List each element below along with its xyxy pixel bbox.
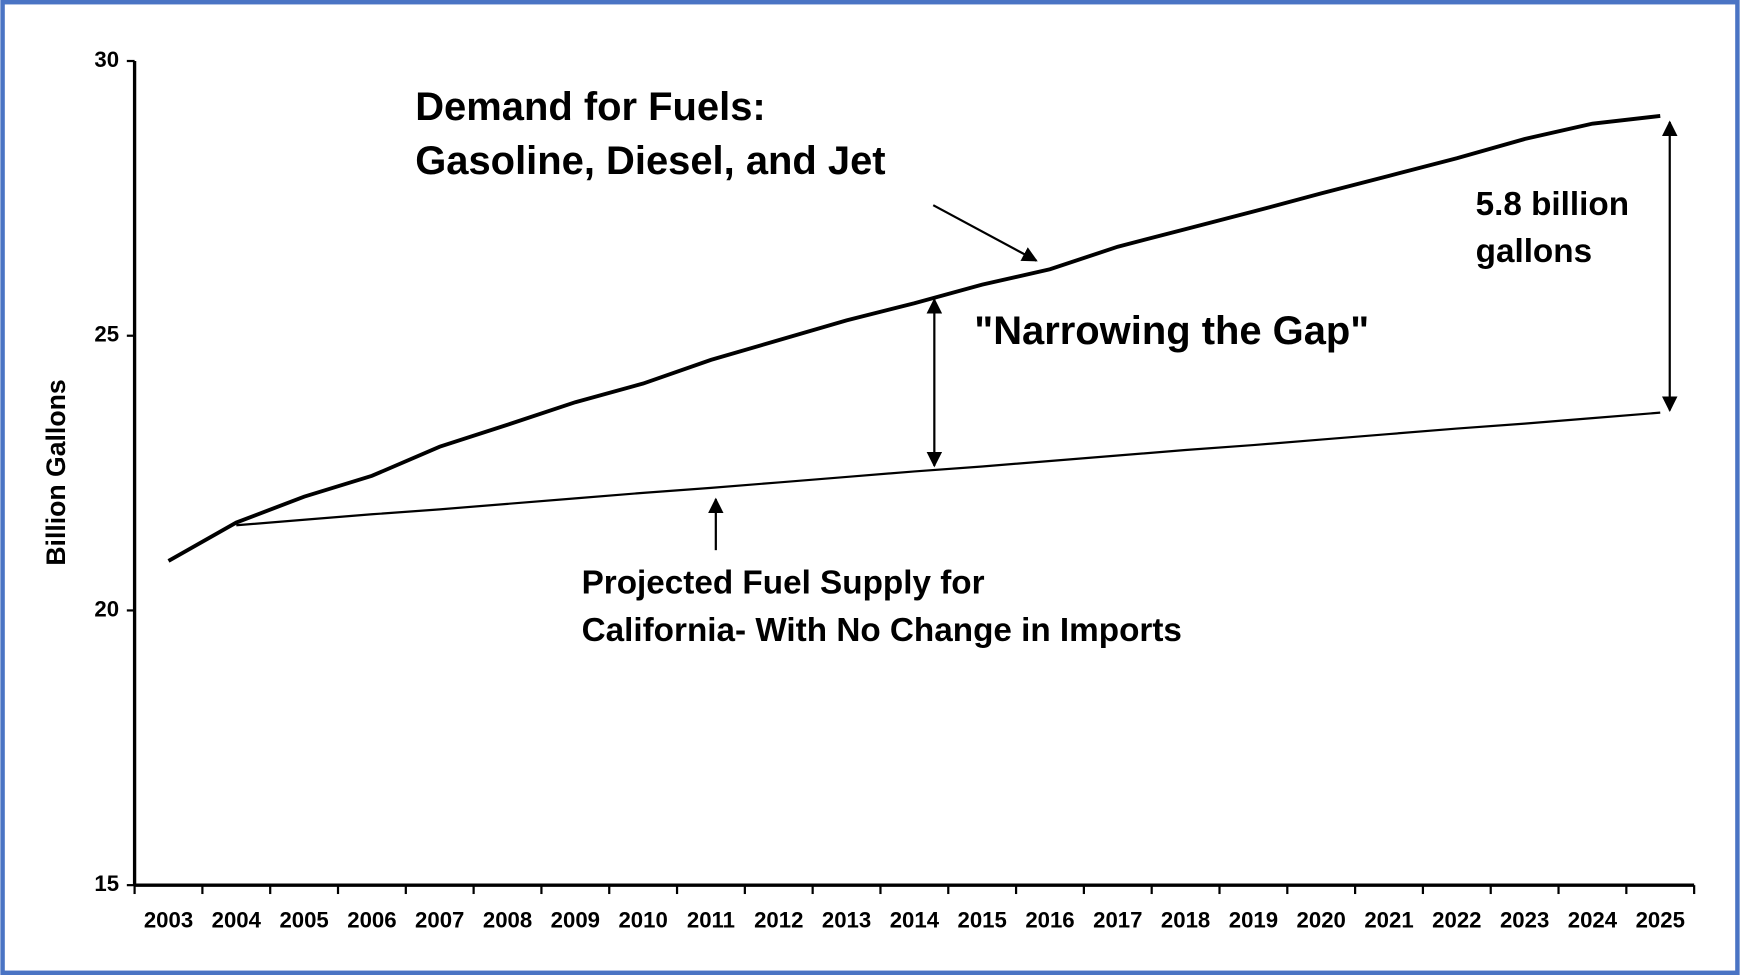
x-tick-label: 2007 bbox=[415, 908, 464, 933]
x-tick-label: 2021 bbox=[1364, 908, 1413, 933]
x-tick-label: 2020 bbox=[1297, 908, 1346, 933]
annotation: gallons bbox=[1476, 233, 1592, 270]
x-tick-label: 2023 bbox=[1500, 908, 1549, 933]
x-tick-label: 2012 bbox=[754, 908, 803, 933]
x-tick-label: 2017 bbox=[1093, 908, 1142, 933]
y-tick-label: 25 bbox=[94, 322, 119, 347]
data-line bbox=[167, 114, 1661, 563]
x-tick-label: 2003 bbox=[144, 908, 193, 933]
x-tick-label: 2014 bbox=[890, 908, 940, 933]
y-axis-label: Billion Gallons bbox=[41, 379, 71, 565]
x-tick-label: 2019 bbox=[1229, 908, 1278, 933]
x-tick-label: 2011 bbox=[687, 908, 735, 933]
x-tick-label: 2015 bbox=[958, 908, 1007, 933]
x-tick-label: 2008 bbox=[483, 908, 532, 933]
x-tick-label: 2022 bbox=[1432, 908, 1481, 933]
x-tick-label: 2009 bbox=[551, 908, 600, 933]
annotation: California- With No Change in Imports bbox=[582, 612, 1182, 649]
x-tick-label: 2005 bbox=[279, 908, 328, 933]
x-tick-label: 2004 bbox=[212, 908, 262, 933]
annotation: "Narrowing the Gap" bbox=[974, 309, 1369, 353]
annotation: Demand for Fuels: bbox=[415, 85, 765, 129]
x-tick-label: 2025 bbox=[1636, 908, 1685, 933]
annotation: 5.8 billion bbox=[1476, 186, 1629, 223]
x-tick-label: 2013 bbox=[822, 908, 871, 933]
annotation: Projected Fuel Supply for bbox=[582, 564, 985, 601]
x-tick-label: 2024 bbox=[1568, 908, 1618, 933]
y-tick-label: 15 bbox=[94, 871, 119, 896]
data-line bbox=[236, 411, 1661, 527]
x-tick-label: 2006 bbox=[347, 908, 396, 933]
x-tick-label: 2018 bbox=[1161, 908, 1210, 933]
y-tick-label: 20 bbox=[94, 596, 119, 621]
y-tick-label: 30 bbox=[94, 47, 119, 72]
annotation: Gasoline, Diesel, and Jet bbox=[415, 139, 885, 183]
x-tick-label: 2016 bbox=[1025, 908, 1074, 933]
annotation-arrow bbox=[932, 204, 1038, 262]
x-tick-label: 2010 bbox=[618, 908, 667, 933]
